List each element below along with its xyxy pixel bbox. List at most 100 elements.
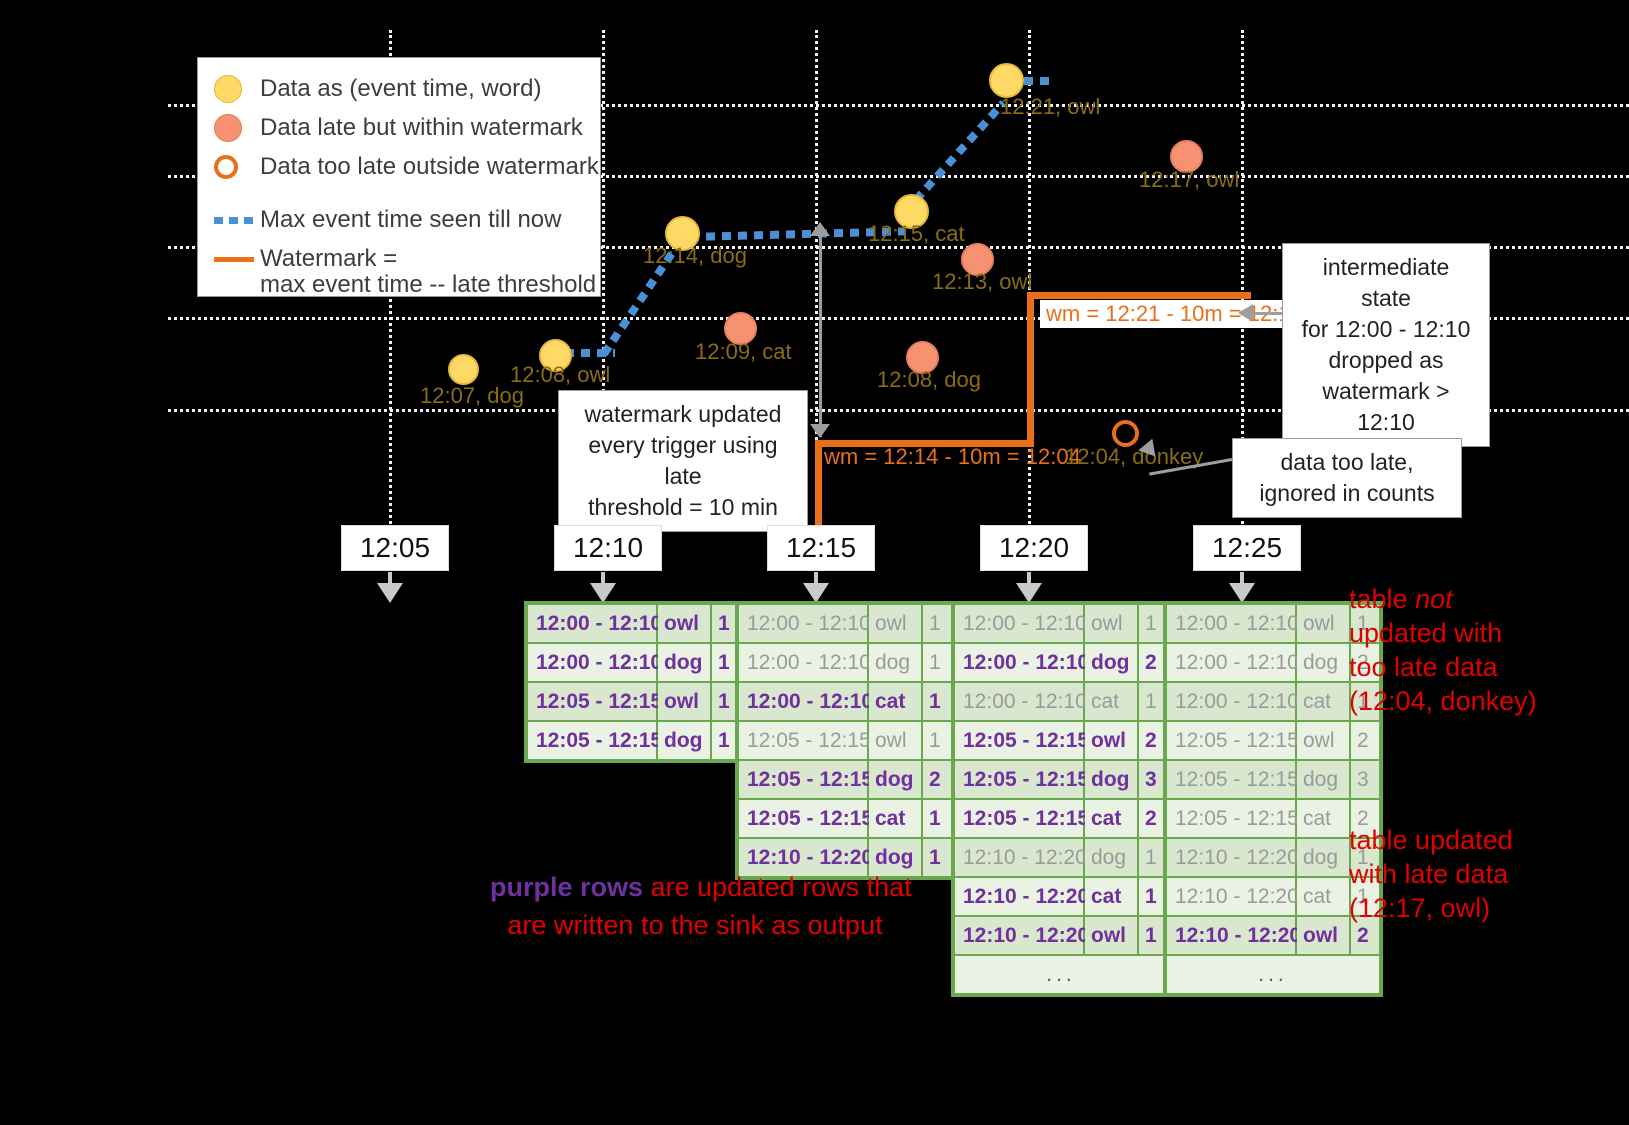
tick-arrow-head: [1229, 583, 1255, 603]
table-cell-word: dog: [1297, 839, 1349, 876]
table-cell-count: 1: [1351, 839, 1379, 876]
data-point-yellow: [539, 339, 572, 372]
table-row: 12:10 - 12:20 dog 1: [739, 839, 951, 876]
note-purple-rows: purple rows are updated rows that are wr…: [490, 868, 912, 944]
note-line: are written to the sink as output: [507, 910, 883, 940]
data-point-hollow: [1112, 420, 1139, 447]
table-row: 12:00 - 12:10 cat 1: [739, 683, 951, 720]
legend-watermark-formula: max event time -- late threshold: [260, 271, 597, 298]
note-emphasis-purple: purple rows: [490, 872, 644, 902]
data-point-label: 12:13, owl: [932, 269, 1033, 294]
table-cell-ellipsis: ...: [1167, 956, 1379, 993]
table-cell-count: 2: [1351, 644, 1379, 681]
table-row: 12:00 - 12:10 owl 1: [1167, 605, 1379, 642]
table-row: 12:05 - 12:15 cat 1: [739, 800, 951, 837]
data-point-yellow: [894, 194, 929, 229]
table-cell-window: 12:05 - 12:15: [528, 683, 662, 720]
timeline-tick-1205: 12:05: [341, 525, 449, 571]
result-table-1215: 12:00 - 12:10 owl 1 12:00 - 12:10 dog 1 12:00 …: [735, 601, 955, 880]
legend-panel: Data as (event time, word) Data late but…: [197, 57, 601, 298]
toolate-callout-arrow-head: [1136, 438, 1156, 460]
hollow-orange-dot-icon: [214, 150, 260, 184]
note-line: table: [1349, 584, 1416, 614]
tick-arrow-stem: [814, 572, 818, 586]
table-row: 12:05 - 12:15 owl 2: [1167, 722, 1379, 759]
watermark-gap-arrow-shaft: [819, 232, 822, 437]
table-cell-window: 12:10 - 12:20: [955, 878, 1089, 915]
data-point-label: 12:14, dog: [643, 243, 747, 268]
watermark-gap-arrow-head-down: [810, 424, 830, 438]
table-cell-count: 1: [923, 605, 951, 642]
result-table-1210: 12:00 - 12:10 owl 1 12:00 - 12:10 dog 1 12:05 …: [524, 601, 744, 763]
tick-arrow-stem: [601, 572, 605, 586]
note-emphasis: not: [1415, 584, 1453, 614]
table-cell-window: 12:00 - 12:10: [1167, 683, 1299, 720]
table-cell-window: 12:00 - 12:10: [739, 644, 871, 681]
tick-arrow-head: [377, 583, 403, 603]
note-line: with late data: [1349, 859, 1509, 889]
legend-label: Watermark =: [260, 245, 398, 272]
table-row: 12:00 - 12:10 owl 1: [739, 605, 951, 642]
table-row: 12:05 - 12:15 dog 1: [528, 722, 740, 759]
table-cell-window: 12:00 - 12:10: [739, 683, 873, 720]
table-row: 12:10 - 12:20 dog 1: [955, 839, 1167, 876]
intermediate-callout-arrow-shaft: [1252, 312, 1282, 315]
gridline-h: [168, 104, 1629, 107]
table-row: 12:05 - 12:15 dog 2: [739, 761, 951, 798]
data-point-label: 12:08, dog: [877, 367, 981, 392]
table-row: 12:00 - 12:10 dog 1: [739, 644, 951, 681]
table-cell-count: 1: [923, 800, 951, 837]
table-cell-window: 12:10 - 12:20: [1167, 839, 1299, 876]
table-cell-word: owl: [1297, 722, 1349, 759]
table-cell-window: 12:05 - 12:15: [528, 722, 662, 759]
table-row: 12:00 - 12:10 cat 1: [955, 683, 1167, 720]
table-row: 12:00 - 12:10 owl 1: [528, 605, 740, 642]
table-cell-count: 2: [1351, 800, 1379, 837]
result-table-1220: 12:00 - 12:10 owl 1 12:00 - 12:10 dog 2 12:00 …: [951, 601, 1171, 997]
callout-watermark-trigger: watermark updated every trigger using la…: [558, 390, 808, 532]
table-cell-window: 12:00 - 12:10: [1167, 605, 1299, 642]
table-cell-count: 1: [1139, 917, 1167, 954]
data-point-label: 12:21, owl: [1000, 94, 1101, 119]
legend-item-late-within: Data late but within watermark: [214, 111, 584, 150]
gridline-v: [1241, 30, 1244, 530]
callout-line: dropped as: [1328, 347, 1444, 373]
gridline-h: [168, 246, 1629, 249]
table-cell-word: dog: [869, 839, 921, 876]
callout-line: data too late,: [1280, 449, 1414, 475]
table-row: 12:10 - 12:20 dog 1: [1167, 839, 1379, 876]
table-cell-ellipsis: ...: [955, 956, 1167, 993]
table-cell-word: owl: [1297, 917, 1349, 954]
gridline-h: [168, 317, 1629, 320]
data-point-salmon: [961, 243, 994, 276]
timeline-tick-1215: 12:15: [767, 525, 875, 571]
table-cell-word: dog: [658, 722, 710, 759]
timeline-tick-1220: 12:20: [980, 525, 1088, 571]
note-line: (12:17, owl): [1349, 893, 1491, 923]
table-cell-count: 2: [1351, 917, 1379, 954]
table-cell-window: 12:05 - 12:15: [739, 800, 873, 837]
tick-arrow-head: [803, 583, 829, 603]
gridline-h: [168, 409, 1629, 412]
table-cell-window: 12:05 - 12:15: [739, 722, 871, 759]
tick-arrow-stem: [1240, 572, 1244, 586]
callout-data-too-late: data too late, ignored in counts: [1232, 438, 1462, 518]
table-cell-window: 12:05 - 12:15: [1167, 800, 1299, 837]
table-cell-count: 2: [1139, 644, 1167, 681]
yellow-dot-icon: [214, 72, 260, 106]
data-point-salmon: [1170, 140, 1203, 173]
table-row: 12:05 - 12:15 cat 2: [955, 800, 1167, 837]
data-point-yellow: [989, 63, 1024, 98]
data-point-label: 12:07, dog: [420, 383, 524, 408]
table-cell-count: 1: [923, 644, 951, 681]
table-row: 12:05 - 12:15 cat 2: [1167, 800, 1379, 837]
table-cell-word: owl: [1297, 605, 1349, 642]
table-cell-word: cat: [1297, 800, 1349, 837]
gridline-v: [602, 30, 605, 530]
salmon-dot-icon: [214, 111, 260, 145]
legend-item-max-event-time: Max event time seen till now: [214, 203, 584, 242]
legend-item-data: Data as (event time, word): [214, 72, 584, 111]
callout-line: watermark updated: [584, 401, 782, 427]
table-cell-word: dog: [1297, 761, 1349, 798]
